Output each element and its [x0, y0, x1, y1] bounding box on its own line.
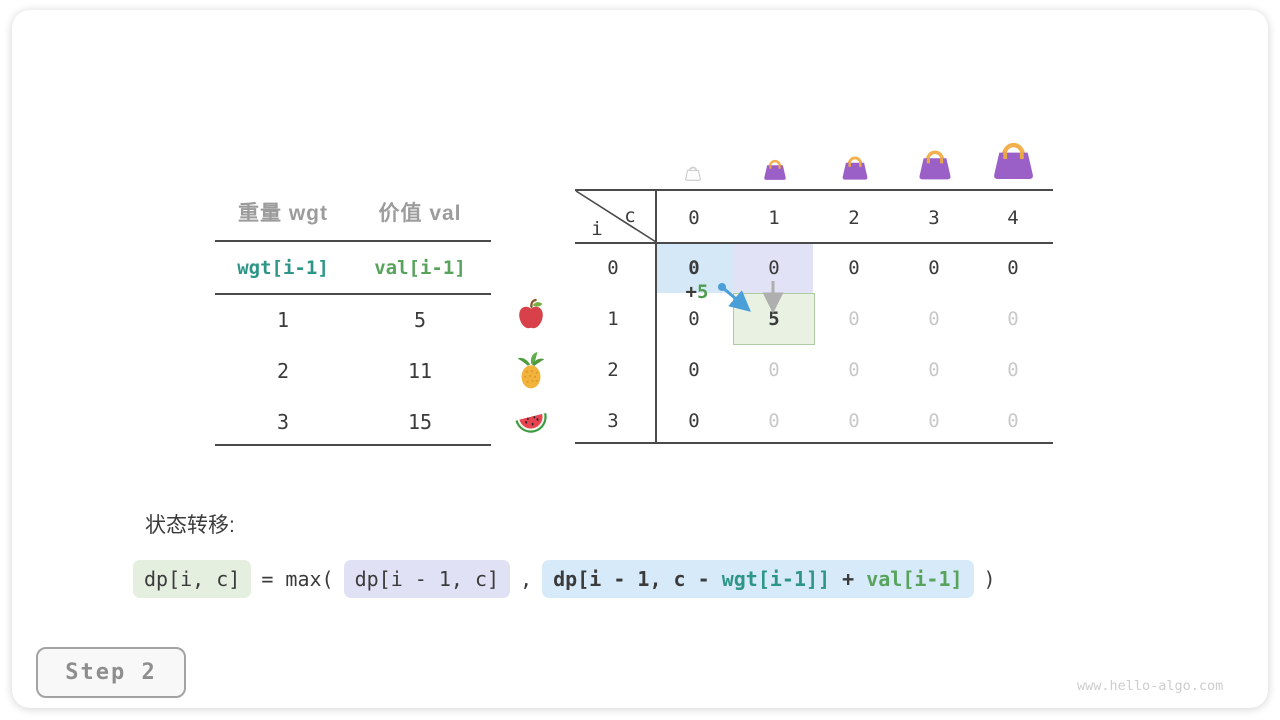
bag-empty-icon: [684, 164, 702, 181]
item-3-weight: 3: [276, 410, 290, 434]
items-table-rule-bottom: [215, 444, 491, 446]
dp-cell: 0: [768, 410, 780, 432]
formula-operator: = max(: [261, 567, 334, 591]
dp-rule-bottom: [575, 442, 1053, 444]
watermelon-icon: [513, 406, 549, 436]
bag-size-2-icon: [840, 152, 870, 181]
dp-corner-row-var: i: [591, 218, 603, 240]
arg2-prefix: dp[i - 1, c -: [553, 567, 722, 591]
dp-col-header: 1: [768, 207, 780, 229]
dp-corner-col-var: c: [624, 205, 636, 227]
dp-cell: 0: [1007, 359, 1019, 381]
step-label: Step 2: [65, 660, 157, 685]
dp-col-header: 0: [688, 207, 700, 229]
item-1-weight: 1: [276, 308, 290, 332]
dp-cell: 0: [848, 359, 860, 381]
formula-arg2-chip: dp[i - 1, c - wgt[i-1]] + val[i-1]: [542, 560, 974, 598]
dp-col-header: 4: [1007, 207, 1019, 229]
formula-lhs-chip: dp[i, c]: [133, 560, 252, 598]
dp-col-header: 3: [928, 207, 940, 229]
dp-cell: 0: [848, 410, 860, 432]
dp-rule-vertical: [655, 189, 657, 444]
step-badge: Step 2: [36, 647, 186, 698]
bag-size-4-icon: [990, 136, 1037, 181]
dp-rule-header: [575, 242, 1053, 244]
items-table-rule-mid: [215, 293, 491, 295]
items-table-var-val: val[i-1]: [374, 257, 466, 279]
item-2-value: 11: [407, 359, 433, 383]
dp-cell: 0: [688, 410, 700, 432]
dp-cell: 0: [688, 359, 700, 381]
dp-rule-top: [575, 189, 1053, 191]
dp-cell: 0: [688, 308, 700, 330]
watermark: www.hello-algo.com: [1077, 678, 1224, 694]
dp-row-header: 0: [607, 257, 619, 279]
dp-cell: 0: [928, 257, 940, 279]
transition-formula: dp[i, c] = max( dp[i - 1, c] , dp[i - 1,…: [133, 560, 996, 598]
dp-cell: 0: [768, 257, 780, 279]
arg2-plus: +: [830, 567, 867, 591]
items-table-var-wgt: wgt[i-1]: [237, 257, 329, 279]
dp-row-header: 3: [607, 410, 619, 432]
dp-cell: 0: [848, 308, 860, 330]
pineapple-icon: [516, 352, 546, 390]
transition-label: 状态转移:: [145, 514, 235, 537]
transition-annotation: +5: [686, 281, 709, 303]
apple-icon: [515, 297, 547, 331]
dp-cell: 0: [928, 410, 940, 432]
dp-cell: 0: [928, 359, 940, 381]
item-3-value: 15: [407, 410, 433, 434]
dp-cell: 0: [928, 308, 940, 330]
plus-sign: +: [685, 281, 697, 303]
dp-cell: 0: [1007, 257, 1019, 279]
dp-cell-current: 5: [768, 308, 780, 330]
dp-cell: 0: [768, 359, 780, 381]
dp-cell: 0: [1007, 410, 1019, 432]
bag-size-3-icon: [916, 145, 954, 181]
figure-card: [12, 10, 1268, 708]
item-2-weight: 2: [276, 359, 290, 383]
added-value: 5: [697, 281, 709, 303]
arg2-val-term: val[i-1]: [866, 567, 963, 591]
dp-row-header: 1: [607, 308, 619, 330]
dp-col-header: 2: [848, 207, 860, 229]
bag-size-1-icon: [762, 156, 788, 181]
dp-cell: 0: [848, 257, 860, 279]
arg2-wgt-term: wgt[i-1]]: [721, 567, 831, 591]
item-1-value: 5: [413, 308, 427, 332]
dp-cell: 0: [1007, 308, 1019, 330]
items-table-header-weight: 重量 wgt: [238, 202, 328, 225]
formula-comma: ,: [520, 567, 533, 591]
formula-close-paren: ): [983, 567, 996, 591]
dp-cell: 0: [688, 257, 700, 279]
formula-arg1-chip: dp[i - 1, c]: [343, 560, 511, 598]
items-table-header-value: 价值 val: [378, 202, 462, 225]
dp-row-header: 2: [607, 359, 619, 381]
items-table-rule-top: [215, 240, 491, 242]
